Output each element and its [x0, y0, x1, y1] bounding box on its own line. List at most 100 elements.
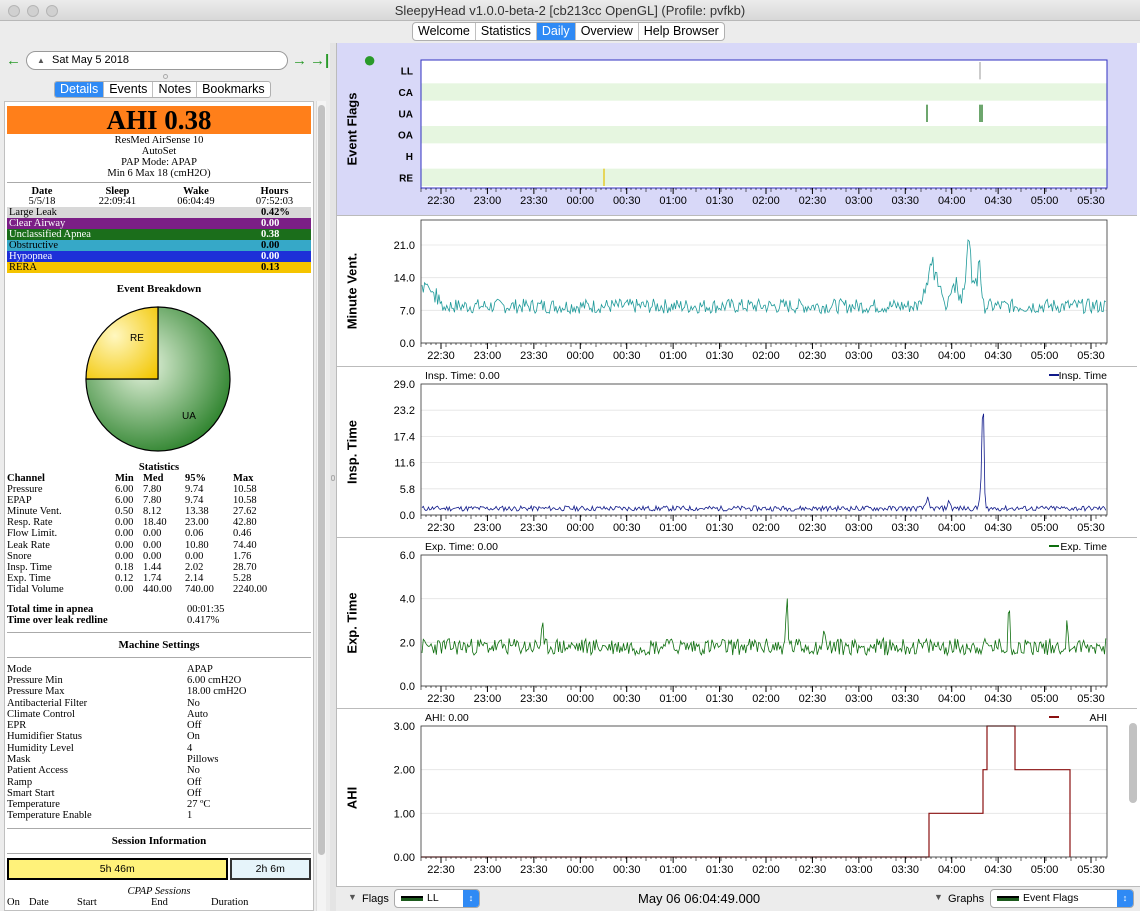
setting-label: Mode — [7, 663, 32, 675]
x-tick-label: 23:00 — [474, 864, 502, 876]
apnea-totals: Total time in apnea 00:01:35 Time over lea… — [5, 604, 313, 627]
y-tick-label: 23.2 — [394, 405, 415, 417]
stats-cell-med: 1.44 — [143, 561, 162, 573]
setting-label: Pressure Min — [7, 674, 63, 686]
date-navigation: ← ▲ Sat May 5 2018 → →| — [4, 51, 330, 71]
setting-row: Ramp Off — [5, 777, 313, 788]
setting-value: 4 — [187, 742, 193, 754]
exp-time-plot[interactable]: Exp. Time: 0.00 Exp. Time 6.0 4.0 2.0 0.0 22:3… — [337, 538, 1137, 709]
close-window-button[interactable] — [8, 5, 20, 17]
event-row[interactable]: Clear Airway 0.00 — [7, 218, 311, 229]
stats-cell-p95: 740.00 — [185, 583, 214, 595]
panel-splitter[interactable] — [330, 43, 336, 911]
x-tick-label: 00:00 — [567, 693, 595, 705]
tab-welcome[interactable]: Welcome — [413, 23, 476, 40]
flag-band — [421, 168, 1107, 186]
date-picker[interactable]: ▲ Sat May 5 2018 — [26, 51, 288, 70]
y-tick-label: 0.0 — [400, 510, 415, 522]
minute-vent-graph[interactable]: Minute Vent. 21.0 14.0 7.0 0.0 22:30 23:00 23:… — [337, 216, 1137, 367]
scrollbar-thumb[interactable] — [318, 105, 325, 855]
minimize-window-button[interactable] — [27, 5, 39, 17]
flags-label: Flags — [362, 893, 389, 905]
event-value: 0.00 — [261, 240, 280, 251]
x-tick-label: 01:00 — [659, 522, 687, 534]
tab-bookmarks[interactable]: Bookmarks — [202, 82, 265, 96]
splitter-handle-icon[interactable] — [163, 74, 168, 79]
tab-notes[interactable]: Notes — [153, 82, 198, 97]
y-tick-label: 7.0 — [400, 305, 415, 317]
insp-time-graph[interactable]: Insp. Time Insp. Time: 0.00 Insp. Time 29.… — [337, 367, 1137, 538]
x-tick-label: 00:00 — [567, 864, 595, 876]
setting-row: Pressure Max 18.00 cmH2O — [5, 686, 313, 697]
stats-header-max: Max — [233, 473, 254, 484]
x-tick-label: 05:00 — [1031, 350, 1059, 362]
arrow-right-icon[interactable]: → — [292, 52, 307, 69]
pie-slice-re — [85, 306, 159, 380]
exp-time-graph[interactable]: Exp. Time Exp. Time: 0.00 Exp. Time 6.0 4.0… — [337, 538, 1137, 709]
event-row[interactable]: Large Leak 0.42% — [7, 207, 311, 218]
event-row[interactable]: Unclassified Apnea 0.38 — [7, 229, 311, 240]
x-tick-label: 03:30 — [892, 350, 920, 362]
tab-details[interactable]: Details — [55, 82, 105, 97]
details-pane[interactable]: AHI 0.38 ResMed AirSense 10 AutoSet PAP … — [4, 101, 314, 911]
flags-disclosure-icon[interactable]: ▼ — [348, 892, 357, 902]
tab-statistics[interactable]: Statistics — [476, 23, 537, 40]
stats-cell-med: 8.12 — [143, 506, 162, 518]
event-flags-graph[interactable]: Event Flags ● LL CA UA OA H RE 22:30 23:00 23:30… — [337, 43, 1137, 216]
setting-row: EPR Off — [5, 720, 313, 731]
detail-subtabs: Details Events Notes Bookmarks — [54, 81, 271, 98]
insp-time-plot[interactable]: Insp. Time: 0.00 Insp. Time 29.0 23.2 17.4 11… — [337, 367, 1137, 538]
x-tick-label: 05:30 — [1077, 350, 1105, 362]
stats-cell-med: 1.74 — [143, 572, 162, 584]
details-scrollbar[interactable] — [316, 101, 326, 911]
session-segment-1[interactable]: 5h 46m — [7, 857, 228, 880]
graphs-select[interactable]: Event Flags ↕ — [990, 889, 1134, 908]
x-tick-label: 04:30 — [984, 195, 1012, 207]
minute-vent-plot[interactable]: 21.0 14.0 7.0 0.0 22:30 23:00 23:30 00:00 00:30 0… — [337, 216, 1137, 367]
event-row[interactable]: RERA 0.13 — [7, 262, 311, 273]
tab-daily[interactable]: Daily — [536, 23, 576, 40]
cpap-header-on: On — [7, 896, 20, 908]
stats-cell-max: 28.70 — [233, 561, 257, 573]
event-flags-plot[interactable]: LL CA UA OA H RE 22:30 23:00 23:30 00:00 00:30 01:0… — [337, 43, 1137, 216]
flags-select[interactable]: LL ↕ — [394, 889, 480, 908]
event-breakdown-title: Event Breakdown — [116, 283, 202, 295]
tab-events[interactable]: Events — [104, 82, 154, 97]
graph-scrollbar-thumb[interactable] — [1129, 723, 1137, 803]
x-tick-label: 00:30 — [613, 195, 641, 207]
setting-value: 6.00 cmH2O — [187, 674, 242, 686]
divider — [7, 852, 311, 854]
setting-row: Smart Start Off — [5, 788, 313, 799]
y-tick-label: 2.00 — [394, 765, 415, 777]
plot-frame — [420, 219, 1108, 344]
window-title: SleepyHead v1.0.0-beta-2 [cb213cc OpenGL… — [394, 3, 746, 18]
stats-cell-max: 74.40 — [233, 539, 257, 551]
setting-row: Pressure Min 6.00 cmH2O — [5, 675, 313, 686]
stats-header-min: Min — [115, 473, 134, 484]
arrow-last-icon[interactable]: →| — [310, 52, 330, 69]
session-segment-2[interactable]: 2h 6m — [229, 857, 311, 880]
setting-label: EPR — [7, 720, 27, 732]
event-breakdown-pie: RE UA — [85, 306, 231, 452]
splitter-grip-icon[interactable] — [331, 475, 335, 481]
x-tick-label: 04:00 — [938, 693, 966, 705]
totals-value: 0.417% — [187, 615, 220, 627]
x-tick-label: 03:00 — [845, 522, 873, 534]
zoom-window-button[interactable] — [46, 5, 58, 17]
summary-header-hours: Hours — [260, 186, 289, 197]
pin-icon[interactable]: ● — [363, 47, 377, 72]
event-row[interactable]: Hypopnea 0.00 — [7, 251, 311, 262]
stats-cell-p95: 13.38 — [185, 506, 209, 518]
arrow-left-icon[interactable]: ← — [6, 52, 21, 69]
ahi-plot[interactable]: AHI: 0.00 AHI 3.00 2.00 1.00 0.00 22:30 23:00 23… — [337, 709, 1137, 886]
x-tick-label: 23:30 — [520, 693, 548, 705]
setting-value: Pillows — [187, 754, 219, 765]
event-row[interactable]: Obstructive 0.00 — [7, 240, 311, 251]
graphs-disclosure-icon[interactable]: ▼ — [934, 892, 943, 902]
tab-help-browser[interactable]: Help Browser — [643, 24, 719, 38]
ahi-graph[interactable]: AHI AHI: 0.00 AHI 3.00 2.00 1.00 0.00 22:30 23:… — [337, 709, 1137, 886]
x-tick-label: 03:30 — [892, 522, 920, 534]
flag-band — [421, 83, 1107, 101]
x-tick-label: 03:30 — [892, 693, 920, 705]
tab-overview[interactable]: Overview — [576, 23, 639, 40]
